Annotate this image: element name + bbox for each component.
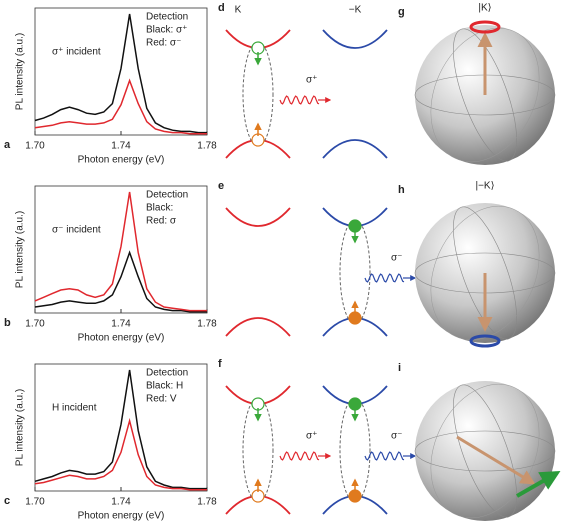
- x-tick-label: 1.74: [111, 319, 131, 330]
- annotation: σ⁻ incident: [52, 225, 101, 236]
- equator: [414, 430, 556, 472]
- photon-label: σ⁺: [306, 75, 317, 86]
- legend-title: Detection: [146, 190, 188, 201]
- meridian: [430, 27, 540, 163]
- panel-label: e: [218, 180, 224, 192]
- legend-title: Detection: [146, 12, 188, 23]
- x-tick-label: 1.78: [197, 319, 217, 330]
- state-label: |−K⟩: [475, 181, 494, 192]
- photon-label: σ⁻: [391, 431, 402, 442]
- panel-label: b: [4, 317, 11, 329]
- photon-wave: [279, 95, 320, 105]
- x-tick-label: 1.70: [25, 141, 45, 152]
- valence-band: [322, 139, 388, 159]
- valley-label: −K: [349, 5, 362, 16]
- legend-entry: Black: H: [146, 381, 183, 392]
- spectrum-line: [34, 250, 207, 313]
- annotation: σ⁺ incident: [52, 47, 101, 58]
- panel-label: h: [398, 184, 405, 196]
- spectrum-line: [34, 369, 207, 490]
- spectrum-line: [34, 78, 207, 135]
- x-tick-label: 1.78: [197, 141, 217, 152]
- legend-entry: Black:: [146, 203, 173, 214]
- x-axis-label: Photon energy (eV): [78, 155, 165, 166]
- legend-entry: Red: V: [146, 394, 177, 405]
- panel-label: d: [218, 2, 225, 14]
- photon-wave: [364, 451, 405, 461]
- x-tick-label: 1.78: [197, 497, 217, 508]
- photon-label: σ⁺: [306, 431, 317, 442]
- polarization-arrow: [516, 471, 561, 498]
- photon-wave: [279, 451, 320, 461]
- meridian: [453, 384, 517, 518]
- panel-label: g: [398, 6, 405, 18]
- x-tick-label: 1.74: [111, 497, 131, 508]
- spin-ring: [469, 334, 501, 348]
- legend-title: Detection: [146, 368, 188, 379]
- spin-ring: [469, 20, 501, 34]
- spectrum-line: [34, 417, 207, 491]
- x-axis-label: Photon energy (eV): [78, 511, 165, 522]
- x-tick-label: 1.70: [25, 497, 45, 508]
- panel-label: a: [4, 139, 11, 151]
- valley-label: K: [235, 5, 242, 16]
- y-axis-label: PL intensity (a.u.): [15, 389, 26, 466]
- panel-label: i: [398, 362, 401, 374]
- spectrum-line: [34, 13, 207, 134]
- panel-label: c: [4, 495, 10, 507]
- state-label: |K⟩: [478, 3, 491, 14]
- meridian: [453, 28, 517, 162]
- conduction-band: [225, 207, 291, 227]
- spectrum-line: [34, 191, 207, 312]
- legend-entry: Red: σ⁻: [146, 38, 181, 49]
- bloch-sphere: [415, 381, 555, 521]
- photon-wave: [364, 273, 405, 283]
- valence-band: [225, 317, 291, 337]
- panel-label: f: [218, 358, 222, 370]
- x-axis-label: Photon energy (eV): [78, 333, 165, 344]
- photon-label: σ⁻: [391, 253, 402, 264]
- meridian: [453, 206, 517, 340]
- y-axis-label: PL intensity (a.u.): [15, 211, 26, 288]
- x-tick-label: 1.74: [111, 141, 131, 152]
- legend-entry: Red: σ: [146, 216, 177, 227]
- legend-entry: Black: σ⁺: [146, 25, 187, 36]
- annotation: H incident: [52, 403, 97, 414]
- state-vector: [456, 435, 536, 485]
- x-tick-label: 1.70: [25, 319, 45, 330]
- meridian: [430, 205, 540, 341]
- y-axis-label: PL intensity (a.u.): [15, 33, 26, 110]
- conduction-band: [322, 29, 388, 49]
